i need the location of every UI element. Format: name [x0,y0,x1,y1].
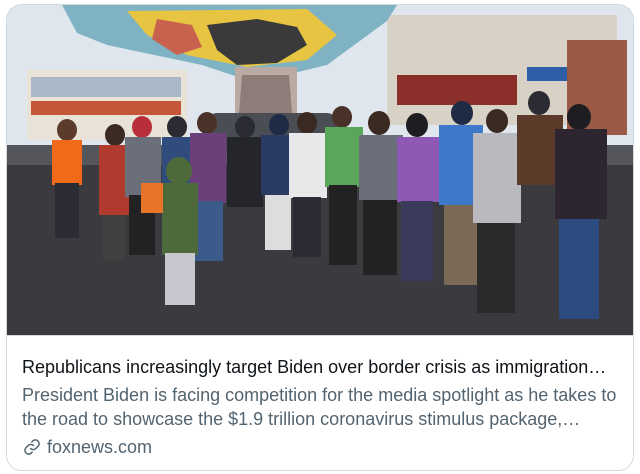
link-icon [22,437,42,457]
article-photo[interactable] [7,5,633,335]
article-headline[interactable]: Republicans increasingly target Biden ov… [22,357,607,377]
domain-row[interactable]: foxnews.com [22,436,152,458]
link-preview-card[interactable]: Republicans increasingly target Biden ov… [6,4,634,471]
card-meta[interactable]: Republicans increasingly target Biden ov… [7,335,633,470]
article-description: President Biden is facing competition fo… [22,385,617,429]
article-domain[interactable]: foxnews.com [47,436,153,457]
photo-scene [7,5,633,335]
